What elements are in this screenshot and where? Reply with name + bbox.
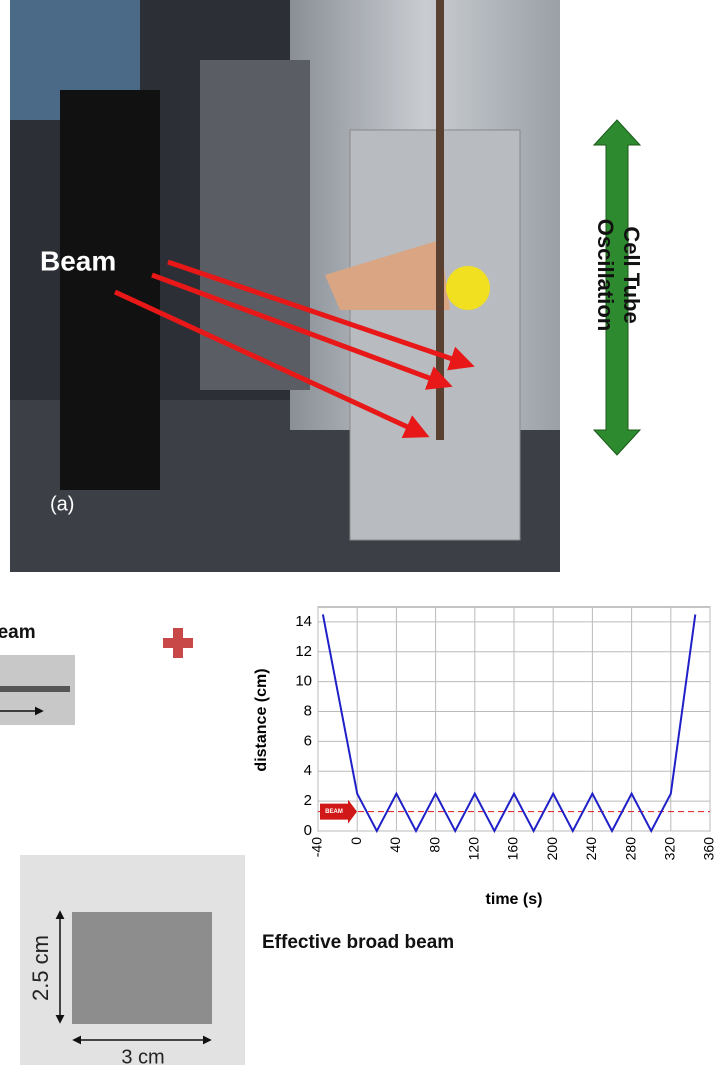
beam-annotation: BEAM — [325, 809, 343, 815]
y-tick-label: 12 — [295, 643, 312, 660]
film: 2.5 cm 3 cm Effective broad beam — [20, 855, 454, 1068]
y-tick-label: 14 — [295, 613, 312, 630]
y-tick-label: 8 — [304, 703, 312, 720]
panel-label: (a) — [50, 493, 74, 515]
plus-sign — [163, 628, 193, 658]
oscillation-line2: Oscillation — [593, 219, 618, 331]
film-left-label: beam — [0, 622, 36, 643]
oscillation-arrow: Cell Tube Oscillation — [593, 120, 644, 455]
y-tick-label: 10 — [295, 673, 312, 690]
x-tick-label: 360 — [701, 837, 717, 861]
figure: Beam (a) Cell Tube Oscillation beam dist… — [0, 0, 719, 1069]
beam-label: Beam — [40, 245, 116, 276]
photo: Beam (a) — [10, 0, 560, 572]
y-tick-label: 6 — [304, 732, 312, 749]
x-tick-label: 280 — [622, 837, 638, 861]
film-left: beam — [0, 622, 75, 725]
film-width-label: 3 cm — [121, 1046, 164, 1068]
x-tick-label: 160 — [505, 837, 521, 861]
x-tick-label: 240 — [583, 837, 599, 861]
oscillation-line1: Cell Tube — [619, 226, 644, 323]
x-axis-label: time (s) — [486, 891, 543, 908]
y-tick-label: 2 — [304, 792, 312, 809]
x-tick-label: 40 — [387, 837, 403, 853]
x-tick-label: -40 — [309, 837, 325, 857]
y-tick-label: 4 — [304, 762, 312, 779]
x-tick-label: 200 — [544, 837, 560, 861]
y-axis-label: distance (cm) — [253, 668, 270, 771]
x-tick-label: 320 — [662, 837, 678, 861]
x-tick-label: 80 — [426, 837, 442, 853]
x-tick-label: 120 — [466, 837, 482, 861]
film-caption: Effective broad beam — [262, 932, 454, 953]
y-tick-label: 0 — [304, 822, 312, 839]
film-height-label: 2.5 cm — [28, 935, 53, 1001]
x-tick-label: 0 — [348, 837, 364, 845]
